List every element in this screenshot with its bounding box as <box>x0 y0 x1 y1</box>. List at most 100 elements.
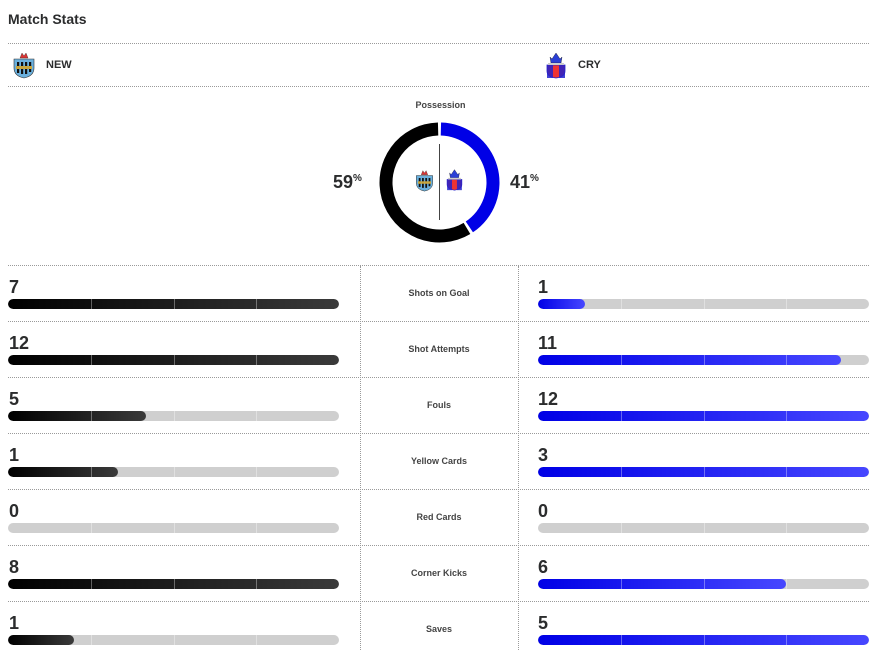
away-stat-bar-fill <box>538 411 869 421</box>
stat-label: Shots on Goal <box>408 288 470 298</box>
column-divider <box>360 266 361 650</box>
bar-segment-divider <box>90 579 92 589</box>
away-stat-bar <box>538 299 869 309</box>
bar-segment-divider <box>90 467 92 477</box>
away-team-abbr: CRY <box>578 59 601 71</box>
bar-segment-divider <box>620 579 622 589</box>
divider <box>8 433 869 434</box>
stat-row: 5 12 Fouls <box>0 378 881 434</box>
stat-label: Corner Kicks <box>410 568 468 578</box>
bar-segment-divider <box>256 355 258 365</box>
home-stat-bar <box>8 635 339 645</box>
bar-segment-divider <box>786 579 788 589</box>
home-stat-value: 0 <box>9 501 20 521</box>
bar-segment-divider <box>256 467 258 477</box>
bar-segment-divider <box>90 355 92 365</box>
home-possession-number: 59 <box>333 172 354 192</box>
bar-segment-divider <box>173 355 175 365</box>
stat-row: 1 3 Yellow Cards <box>0 434 881 490</box>
bar-segment-divider <box>173 635 175 645</box>
home-stat-bar <box>8 579 339 589</box>
bar-segment-divider <box>786 635 788 645</box>
home-stat-bar <box>8 467 339 477</box>
home-possession-value: 59% <box>333 172 362 193</box>
divider <box>8 321 869 322</box>
home-team[interactable]: NEW <box>10 50 72 80</box>
bar-segment-divider <box>256 579 258 589</box>
bar-segment-divider <box>256 635 258 645</box>
bar-segment-divider <box>173 299 175 309</box>
away-stat-value: 6 <box>538 557 549 577</box>
bar-segment-divider <box>620 635 622 645</box>
away-stat-bar <box>538 523 869 533</box>
home-possession-arc <box>379 122 471 243</box>
divider <box>8 545 869 546</box>
bar-segment-divider <box>703 299 705 309</box>
bar-segment-divider <box>90 299 92 309</box>
bar-segment-divider <box>620 299 622 309</box>
stat-row: 12 11 Shot Attempts <box>0 322 881 378</box>
away-stat-value: 5 <box>538 613 549 633</box>
home-stat-bar-fill <box>8 579 339 589</box>
bar-segment-divider <box>620 467 622 477</box>
stat-label: Yellow Cards <box>410 456 468 466</box>
home-stat-value: 8 <box>9 557 20 577</box>
bar-segment-divider <box>90 411 92 421</box>
away-stat-bar-fill <box>538 299 586 309</box>
home-stat-bar-fill <box>8 355 339 365</box>
bar-segment-divider <box>703 411 705 421</box>
away-stat-bar <box>538 635 869 645</box>
stat-row: 8 6 Corner Kicks <box>0 546 881 602</box>
home-stat-value: 12 <box>9 333 30 353</box>
divider <box>8 601 869 602</box>
possession-donut-chart <box>379 122 500 243</box>
away-stat-value: 1 <box>538 277 549 297</box>
home-team-abbr: NEW <box>46 59 72 71</box>
home-stat-bar-fill <box>8 411 146 421</box>
bar-segment-divider <box>786 411 788 421</box>
away-stat-bar <box>538 411 869 421</box>
away-possession-value: 41% <box>510 172 539 193</box>
stat-label: Red Cards <box>416 512 462 522</box>
away-team[interactable]: CRY <box>542 50 601 80</box>
bar-segment-divider <box>256 411 258 421</box>
stat-row: 1 5 Saves <box>0 602 881 650</box>
home-stat-bar-fill <box>8 299 339 309</box>
divider <box>8 377 869 378</box>
bar-segment-divider <box>173 467 175 477</box>
stat-label: Shot Attempts <box>408 344 470 354</box>
possession-label: Possession <box>415 100 466 110</box>
home-stat-bar <box>8 411 339 421</box>
newcastle-crest-icon <box>416 170 433 192</box>
bar-segment-divider <box>703 523 705 533</box>
divider <box>8 86 869 87</box>
away-stat-bar <box>538 355 869 365</box>
away-stat-bar-fill <box>538 579 787 589</box>
home-stat-bar <box>8 299 339 309</box>
bar-segment-divider <box>173 523 175 533</box>
away-stat-value: 3 <box>538 445 549 465</box>
percent-unit: % <box>353 173 362 184</box>
crystal-palace-crest-icon <box>446 169 463 191</box>
stat-label: Saves <box>425 624 453 634</box>
home-stat-value: 1 <box>9 613 20 633</box>
away-stat-value: 0 <box>538 501 549 521</box>
stat-row: 0 0 Red Cards <box>0 490 881 546</box>
stat-label: Fouls <box>427 400 451 410</box>
bar-segment-divider <box>786 467 788 477</box>
bar-segment-divider <box>703 579 705 589</box>
bar-segment-divider <box>786 299 788 309</box>
bar-segment-divider <box>703 635 705 645</box>
home-stat-bar <box>8 355 339 365</box>
bar-segment-divider <box>703 355 705 365</box>
divider <box>8 43 869 44</box>
bar-segment-divider <box>703 467 705 477</box>
crystal-palace-crest-icon <box>546 52 566 79</box>
stat-row: 7 1 Shots on Goal <box>0 266 881 322</box>
home-stat-value: 5 <box>9 389 20 409</box>
bar-segment-divider <box>786 523 788 533</box>
home-stat-bar-fill <box>8 635 75 645</box>
away-stat-bar <box>538 579 869 589</box>
match-stats-title: Match Stats <box>8 11 87 27</box>
home-stat-value: 7 <box>9 277 20 297</box>
